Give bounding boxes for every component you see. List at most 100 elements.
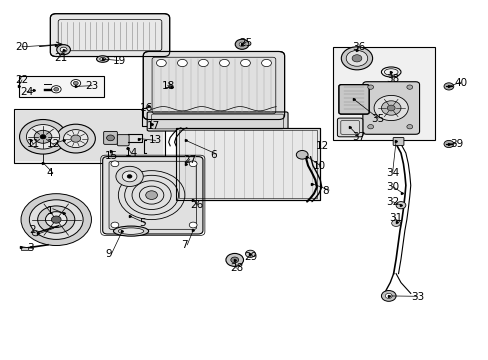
Circle shape: [106, 135, 114, 141]
Text: 25: 25: [239, 38, 252, 48]
Text: 3: 3: [27, 243, 34, 253]
Circle shape: [40, 135, 46, 139]
Bar: [16, 111, 163, 161]
Text: 20: 20: [16, 42, 29, 52]
Text: 22: 22: [16, 75, 29, 85]
Circle shape: [122, 171, 137, 182]
Text: 5: 5: [139, 218, 146, 228]
Text: 19: 19: [112, 56, 125, 66]
Circle shape: [240, 59, 250, 67]
FancyBboxPatch shape: [117, 135, 129, 146]
Text: 28: 28: [229, 263, 243, 273]
Circle shape: [406, 125, 412, 129]
FancyBboxPatch shape: [50, 14, 169, 57]
Circle shape: [57, 45, 70, 55]
FancyBboxPatch shape: [392, 138, 403, 145]
Circle shape: [38, 206, 75, 233]
Circle shape: [26, 125, 60, 149]
Circle shape: [230, 257, 238, 263]
Text: 11: 11: [27, 139, 40, 149]
Text: 23: 23: [85, 81, 99, 91]
Circle shape: [198, 59, 208, 67]
Text: 15: 15: [105, 150, 118, 161]
Circle shape: [56, 124, 95, 153]
Text: 12: 12: [315, 141, 328, 151]
Text: 29: 29: [244, 252, 257, 262]
Circle shape: [73, 81, 78, 85]
Text: 39: 39: [449, 139, 462, 149]
Circle shape: [29, 200, 83, 239]
Text: 17: 17: [146, 121, 160, 131]
Text: 33: 33: [410, 292, 423, 302]
Text: 13: 13: [149, 135, 162, 145]
Circle shape: [189, 222, 197, 228]
FancyBboxPatch shape: [103, 131, 117, 144]
Text: 10: 10: [312, 161, 325, 171]
Bar: [176, 128, 320, 200]
Circle shape: [391, 220, 400, 226]
FancyBboxPatch shape: [147, 112, 287, 131]
Circle shape: [32, 231, 39, 236]
Circle shape: [386, 105, 394, 111]
Circle shape: [145, 191, 157, 199]
Circle shape: [235, 39, 248, 49]
Circle shape: [116, 166, 143, 186]
FancyBboxPatch shape: [362, 82, 419, 134]
Bar: [14, 109, 165, 163]
Circle shape: [373, 95, 407, 121]
Bar: [179, 130, 317, 198]
Circle shape: [367, 125, 373, 129]
Text: 14: 14: [124, 148, 138, 158]
Circle shape: [63, 130, 88, 148]
Circle shape: [20, 120, 66, 154]
Circle shape: [367, 85, 373, 89]
Circle shape: [51, 216, 61, 223]
FancyBboxPatch shape: [21, 247, 28, 250]
Circle shape: [71, 80, 81, 87]
Text: 40: 40: [454, 78, 467, 88]
Text: 38: 38: [386, 74, 399, 84]
Bar: [19, 76, 104, 97]
Text: 34: 34: [386, 168, 399, 178]
Text: 7: 7: [181, 240, 187, 250]
Circle shape: [381, 291, 395, 301]
Circle shape: [60, 47, 67, 52]
Circle shape: [219, 59, 229, 67]
Text: 21: 21: [54, 53, 67, 63]
Circle shape: [296, 150, 307, 159]
Text: 1: 1: [46, 206, 53, 216]
Text: 37: 37: [351, 132, 365, 142]
Ellipse shape: [118, 228, 143, 234]
Text: 26: 26: [190, 200, 203, 210]
Circle shape: [385, 293, 391, 298]
Circle shape: [245, 250, 255, 257]
Circle shape: [45, 212, 67, 228]
Text: 36: 36: [351, 42, 365, 52]
Circle shape: [21, 194, 91, 246]
Circle shape: [71, 135, 81, 142]
Text: 8: 8: [322, 186, 329, 196]
Circle shape: [261, 59, 271, 67]
Bar: [176, 128, 320, 200]
Text: 18: 18: [161, 81, 174, 91]
Circle shape: [225, 253, 243, 266]
Text: 31: 31: [388, 213, 401, 223]
Text: 4: 4: [46, 168, 53, 178]
Ellipse shape: [113, 226, 148, 236]
FancyBboxPatch shape: [102, 157, 203, 234]
Text: 24: 24: [20, 87, 34, 97]
FancyBboxPatch shape: [337, 118, 362, 137]
Circle shape: [443, 140, 453, 148]
Text: 6: 6: [210, 150, 217, 160]
Circle shape: [351, 55, 361, 62]
Bar: [332, 47, 434, 140]
Circle shape: [51, 86, 61, 93]
Text: 9: 9: [105, 249, 112, 259]
Text: 2: 2: [29, 225, 36, 235]
Circle shape: [381, 101, 400, 115]
Ellipse shape: [96, 56, 108, 62]
Ellipse shape: [100, 57, 105, 60]
Text: 12: 12: [46, 139, 60, 149]
Text: 16: 16: [139, 103, 152, 113]
Circle shape: [111, 161, 119, 167]
